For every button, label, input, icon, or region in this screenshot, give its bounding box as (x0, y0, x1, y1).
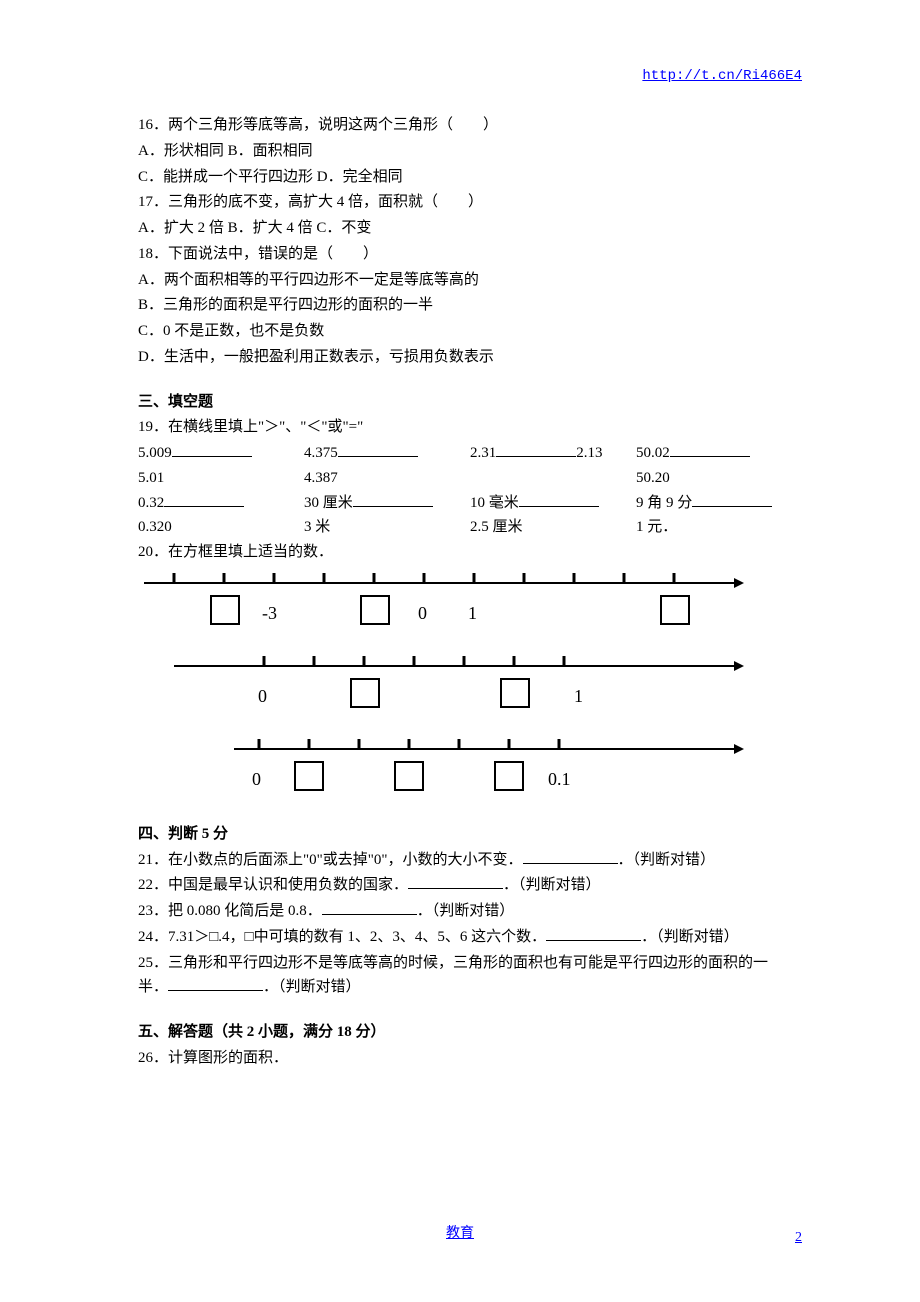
fill-box[interactable] (210, 595, 240, 625)
fill-box[interactable] (360, 595, 390, 625)
q16-stem: 16．两个三角形等底等高，说明这两个三角形（ ） (138, 113, 792, 138)
q18-stem: 18．下面说法中，错误的是（ ） (138, 242, 792, 267)
q17-opts: A．扩大 2 倍 B．扩大 4 倍 C．不变 (138, 216, 792, 241)
page-number-link[interactable]: 2 (795, 1230, 802, 1246)
q24: 24．7.31＞□.4，□中可填的数有 1、2、3、4、5、6 这六个数．．（判… (138, 925, 792, 950)
q18-opt-a: A．两个面积相等的平行四边形不一定是等底等高的 (138, 268, 792, 293)
nl2-label-one: 1 (574, 682, 583, 712)
q19-c12a: 4.375 (304, 445, 338, 461)
q25: 25．三角形和平行四边形不是等底等高的时候，三角形的面积也有可能是平行四边形的面… (138, 951, 792, 1001)
q19-c24a: 9 角 9 分 (636, 495, 692, 511)
q23: 23．把 0.080 化简后是 0.8．．（判断对错） (138, 899, 792, 924)
blank-input[interactable] (670, 444, 750, 458)
number-line-2: 0 1 (144, 654, 792, 719)
q16-opt-ab: A．形状相同 B．面积相同 (138, 139, 792, 164)
nl1-label-zero: 0 (418, 599, 427, 629)
blank-input[interactable] (322, 902, 417, 916)
q19-c14b: 50.20 (636, 466, 792, 491)
section4-heading: 四、判断 5 分 (138, 822, 792, 847)
blank-input[interactable] (164, 493, 244, 507)
q19-c13a: 2.31 (470, 445, 496, 461)
number-line-3: 0 0.1 (144, 737, 792, 802)
q20-diagrams: -3 0 1 0 1 (138, 571, 792, 802)
q21: 21．在小数点的后面添上"0"或去掉"0"，小数的大小不变．．（判断对错） (138, 848, 792, 873)
fill-box[interactable] (494, 761, 524, 791)
section3-heading: 三、填空题 (138, 390, 792, 415)
nl2-label-zero: 0 (258, 682, 267, 712)
nl1-label-one: 1 (468, 599, 477, 629)
q18-opt-c: C．0 不是正数，也不是负数 (138, 319, 792, 344)
blank-input[interactable] (496, 444, 576, 458)
blank-input[interactable] (338, 444, 418, 458)
q19-c11a: 5.009 (138, 445, 172, 461)
q19-c12b: 4.387 (304, 466, 460, 491)
nl3-label-zero: 0 (252, 765, 261, 795)
q18-opt-d: D．生活中，一般把盈利用正数表示，亏损用负数表示 (138, 345, 792, 370)
number-line-1: -3 0 1 (144, 571, 792, 636)
q16-opt-cd: C．能拼成一个平行四边形 D．完全相同 (138, 165, 792, 190)
q19-c22b: 3 米 (304, 515, 460, 540)
blank-input[interactable] (408, 876, 503, 890)
blank-input[interactable] (172, 444, 252, 458)
q19-c23a: 10 毫米 (470, 495, 519, 511)
blank-input[interactable] (523, 850, 618, 864)
q18-opt-b: B．三角形的面积是平行四边形的面积的一半 (138, 293, 792, 318)
header-url-link[interactable]: http://t.cn/Ri466E4 (642, 68, 802, 84)
q19-table: 5.009 5.01 0.32 0.320 4.375 4.387 30 厘米 … (138, 441, 792, 540)
blank-input[interactable] (168, 978, 263, 992)
nl3-label-pt1: 0.1 (548, 765, 571, 795)
blank-input[interactable] (519, 493, 599, 507)
fill-box[interactable] (660, 595, 690, 625)
fill-box[interactable] (500, 678, 530, 708)
footer: 教育 (0, 1222, 920, 1242)
nl1-label-neg3: -3 (262, 599, 277, 629)
q19-c24b: 1 元． (636, 515, 792, 540)
q17-stem: 17．三角形的底不变，高扩大 4 倍，面积就（ ） (138, 190, 792, 215)
footer-link[interactable]: 教育 (446, 1226, 474, 1241)
q26: 26．计算图形的面积． (138, 1046, 792, 1071)
q19-c14a: 50.02 (636, 445, 670, 461)
q19-c13b: 2.13 (576, 445, 602, 461)
page-content: 16．两个三角形等底等高，说明这两个三角形（ ） A．形状相同 B．面积相同 C… (138, 113, 792, 1072)
fill-box[interactable] (394, 761, 424, 791)
q19-c11b: 5.01 (138, 466, 294, 491)
blank-input[interactable] (546, 927, 641, 941)
q19-c23b: 2.5 厘米 (470, 515, 626, 540)
q19-c21a: 0.32 (138, 495, 164, 511)
fill-box[interactable] (350, 678, 380, 708)
q19-stem: 19．在横线里填上"＞"、"＜"或"=" (138, 415, 792, 440)
q19-c21b: 0.320 (138, 515, 294, 540)
fill-box[interactable] (294, 761, 324, 791)
q19-c22a: 30 厘米 (304, 495, 353, 511)
blank-input[interactable] (692, 493, 772, 507)
q22: 22．中国是最早认识和使用负数的国家．．（判断对错） (138, 873, 792, 898)
q20-stem: 20．在方框里填上适当的数． (138, 540, 792, 565)
blank-input[interactable] (353, 493, 433, 507)
section5-heading: 五、解答题（共 2 小题，满分 18 分） (138, 1020, 792, 1045)
